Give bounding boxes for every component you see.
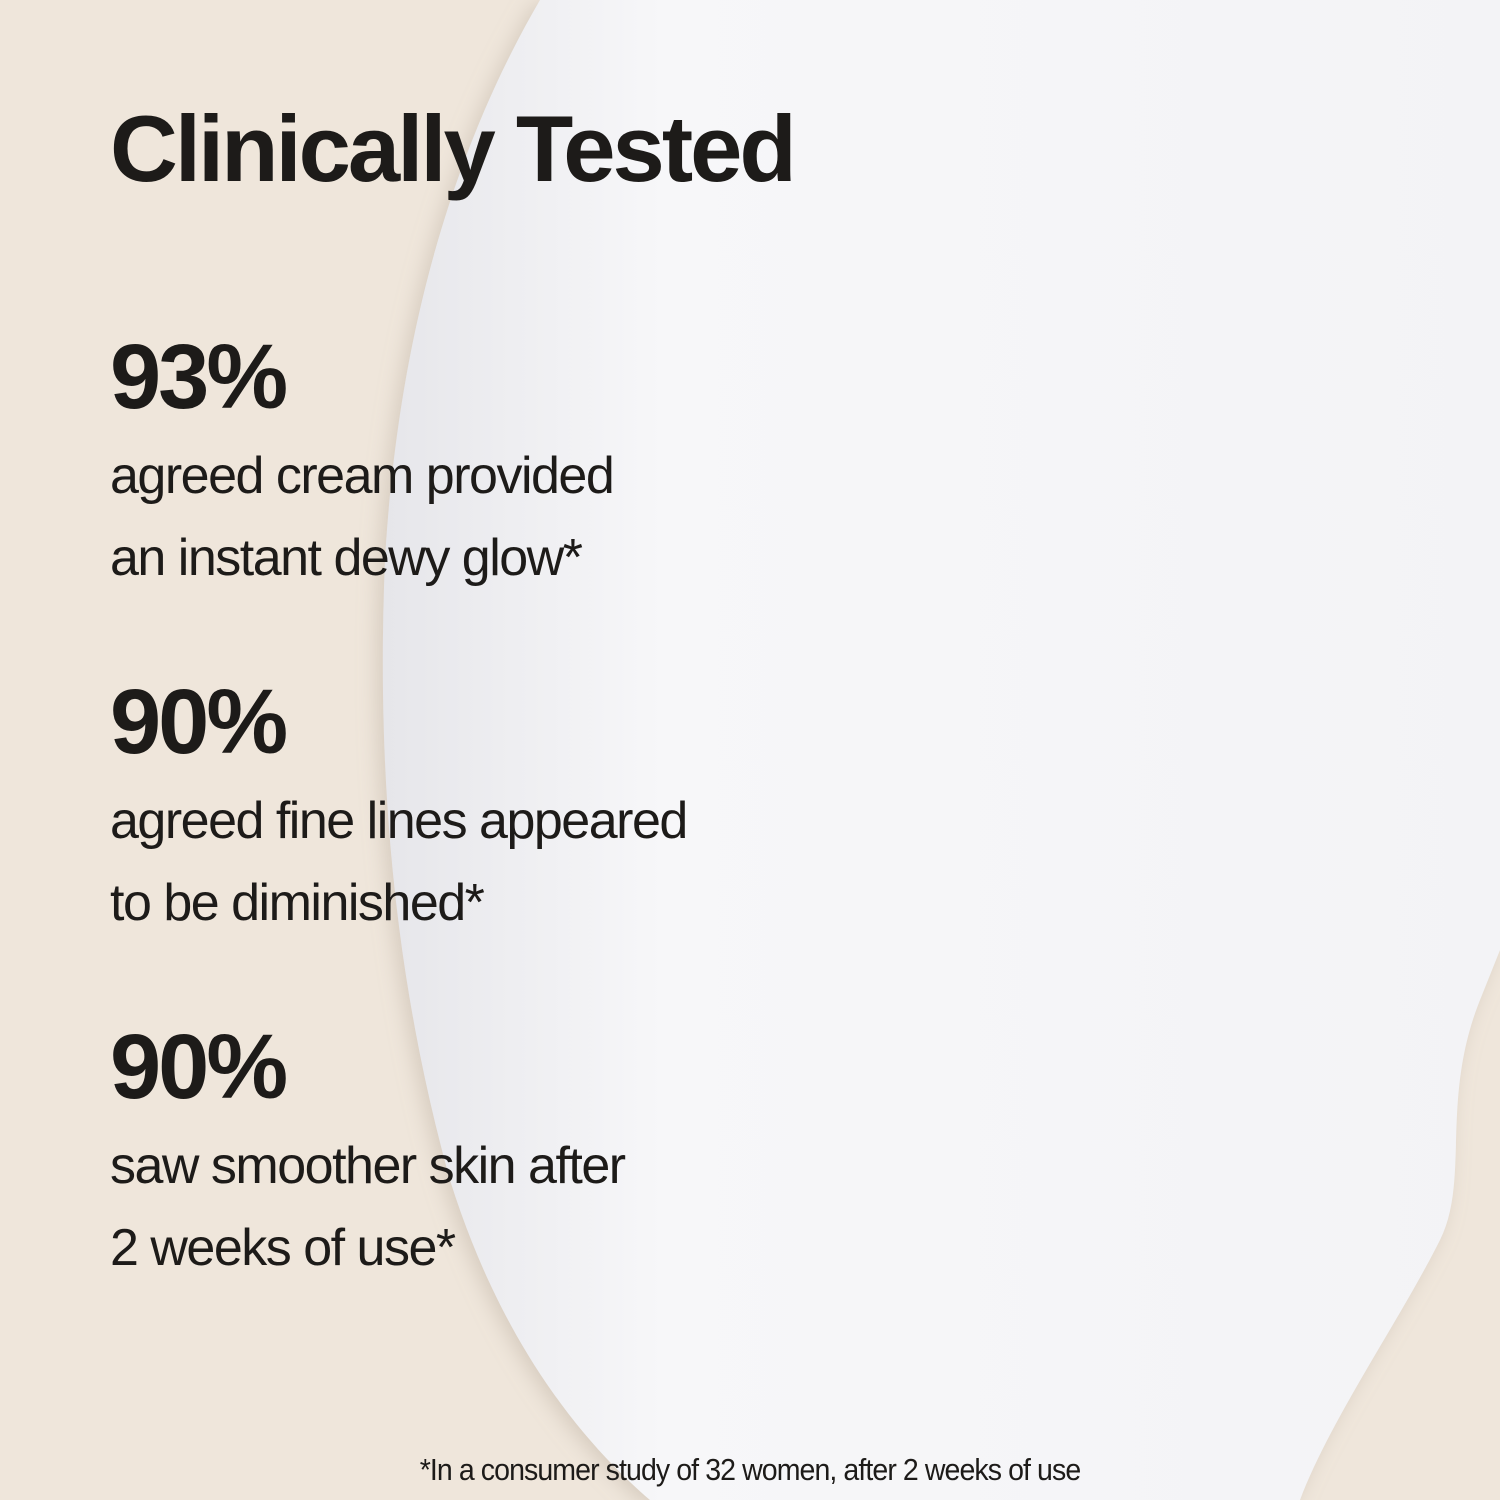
stat-description-line: 2 weeks of use* — [110, 1219, 456, 1277]
stat-value-1: 93% — [110, 326, 288, 428]
footnote: *In a consumer study of 32 women, after … — [419, 1452, 1081, 1487]
stat-description-line: to be diminished* — [110, 874, 485, 932]
stat-description-line: saw smoother skin after — [110, 1137, 626, 1195]
stat-description-2: agreed fine lines appeared to be diminis… — [110, 780, 688, 944]
stat-description-line: an instant dewy glow* — [110, 529, 583, 587]
stat-description-1: agreed cream provided an instant dewy gl… — [110, 435, 615, 599]
stat-value-2: 90% — [110, 671, 288, 773]
stat-description-line: agreed cream provided — [110, 447, 615, 505]
stat-description-3: saw smoother skin after 2 weeks of use* — [110, 1125, 626, 1289]
stat-description-line: agreed fine lines appeared — [110, 792, 688, 850]
page-title: Clinically Tested — [110, 96, 797, 201]
stat-value-3: 90% — [110, 1016, 288, 1118]
